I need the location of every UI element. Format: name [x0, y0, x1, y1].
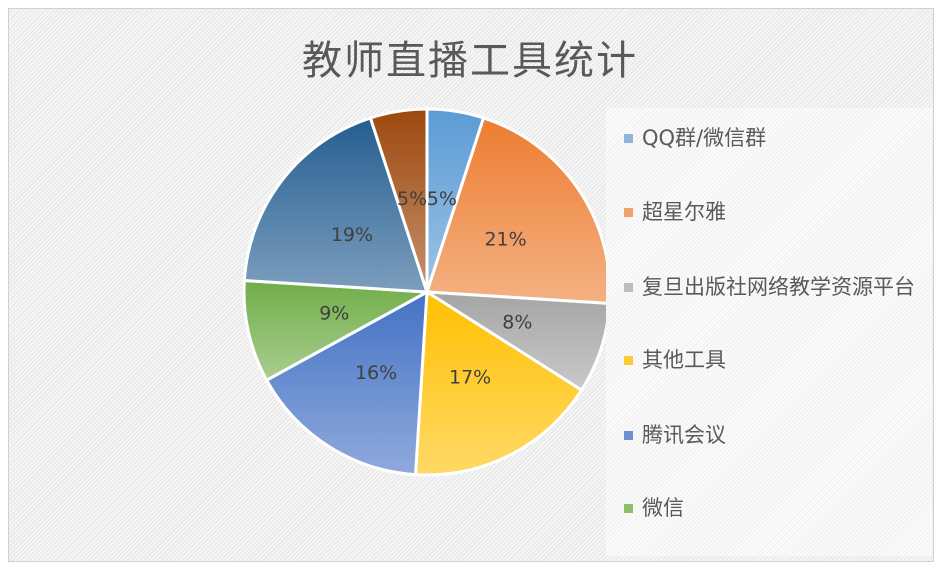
pie-slice: [264, 289, 429, 477]
legend-swatch: [624, 283, 633, 292]
data-label: 17%: [449, 367, 491, 389]
legend-label: 微信: [642, 496, 684, 520]
legend-swatch: [624, 431, 633, 440]
legend-label: 腾讯会议: [642, 423, 726, 447]
legend-item: 腾讯会议: [624, 420, 924, 450]
legend-label: 超星尔雅: [642, 200, 726, 224]
pie-slice: [368, 107, 429, 293]
data-label: 16%: [355, 362, 397, 384]
data-label: 5%: [427, 188, 457, 210]
legend: QQ群/微信群 超星尔雅 复旦出版社网络教学资源平台 其他工具 腾讯会议 微信: [606, 108, 932, 556]
legend-swatch: [624, 356, 633, 365]
chart-title: 教师直播工具统计: [302, 38, 638, 84]
legend-swatch: [624, 208, 633, 217]
legend-item: 复旦出版社网络教学资源平台: [624, 272, 924, 302]
data-label: 21%: [484, 229, 526, 251]
legend-label: QQ群/微信群: [642, 126, 767, 150]
legend-label: 其他工具: [642, 348, 726, 372]
legend-item: 超星尔雅: [624, 197, 924, 227]
legend-item: 微信: [624, 493, 924, 523]
data-label: 19%: [331, 224, 373, 246]
pie-slice: [413, 289, 584, 477]
legend-item: QQ群/微信群: [624, 123, 924, 153]
data-label: 5%: [397, 188, 427, 210]
legend-item: 其他工具: [624, 345, 924, 375]
legend-swatch: [624, 504, 633, 513]
pie-slice: [242, 116, 430, 294]
data-label: 9%: [319, 303, 349, 325]
pie-slice: [242, 278, 433, 383]
data-label: 8%: [502, 311, 532, 333]
legend-label: 复旦出版社网络教学资源平台: [642, 275, 915, 299]
legend-swatch: [624, 134, 633, 143]
